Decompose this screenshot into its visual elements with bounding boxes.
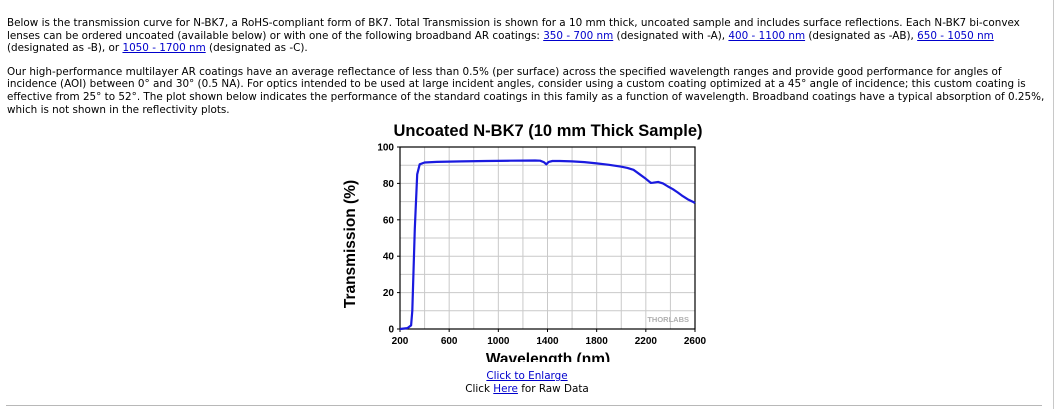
intro-text: (designated as -C). bbox=[205, 42, 308, 55]
transmission-chart[interactable]: Uncoated N-BK7 (10 mm Thick Sample) 0 20 40… bbox=[300, 117, 760, 362]
raw-data-link[interactable]: Here bbox=[493, 383, 518, 395]
y-tick-label: 40 bbox=[383, 252, 395, 263]
transmission-series-line bbox=[399, 159, 696, 331]
y-tick-label: 100 bbox=[377, 143, 394, 154]
divider bbox=[6, 405, 1042, 406]
intro-text: (designated as -B), or bbox=[7, 42, 123, 55]
x-tick-label: 2200 bbox=[635, 336, 658, 347]
coating-paragraph: Our high-performance multilayer AR coati… bbox=[7, 65, 1045, 116]
intro-text: (designated with -A), bbox=[613, 29, 729, 42]
x-tick-label: 200 bbox=[392, 336, 409, 347]
coating-link[interactable]: 1050 - 1700 nm bbox=[122, 42, 206, 55]
description: Below is the transmission curve for N-BK… bbox=[7, 17, 1047, 116]
intro-text: Below is the transmission curve for N-BK… bbox=[7, 17, 1020, 42]
chart-svg: Uncoated N-BK7 (10 mm Thick Sample) 0 20 40… bbox=[342, 122, 707, 362]
intro-text: (designated as -AB), bbox=[805, 29, 918, 42]
x-tick-label: 1800 bbox=[586, 336, 609, 347]
thorlabs-watermark: THORLABS bbox=[647, 315, 689, 324]
x-tick-label: 1400 bbox=[536, 336, 559, 347]
enlarge-row: Click to Enlarge bbox=[0, 370, 1054, 382]
y-tick-label: 80 bbox=[383, 179, 395, 190]
y-tick-label: 20 bbox=[383, 288, 395, 299]
x-tick-label: 600 bbox=[441, 336, 458, 347]
raw-data-suffix: for Raw Data bbox=[517, 383, 589, 395]
x-tick-label: 2600 bbox=[684, 336, 707, 347]
coating-link[interactable]: 400 - 1100 nm bbox=[728, 29, 806, 42]
chart-title: Uncoated N-BK7 (10 mm Thick Sample) bbox=[394, 122, 703, 140]
y-tick-label: 0 bbox=[388, 325, 394, 336]
x-axis-label: Wavelength (nm) bbox=[486, 351, 610, 362]
coating-link[interactable]: 350 - 700 nm bbox=[543, 29, 614, 42]
raw-data-prefix: Click bbox=[465, 383, 494, 395]
y-axis-label: Transmission (%) bbox=[342, 180, 359, 308]
coating-link[interactable]: 650 - 1050 nm bbox=[917, 29, 994, 42]
intro-paragraph: Below is the transmission curve for N-BK… bbox=[7, 17, 1047, 55]
raw-data-row: Click Here for Raw Data bbox=[0, 383, 1054, 395]
y-tick-label: 60 bbox=[383, 215, 395, 226]
x-tick-label: 1000 bbox=[487, 336, 510, 347]
enlarge-link[interactable]: Click to Enlarge bbox=[486, 370, 568, 382]
